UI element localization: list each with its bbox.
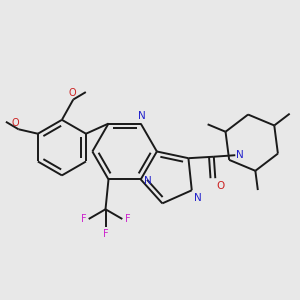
Text: O: O: [68, 88, 76, 98]
Text: F: F: [125, 214, 130, 224]
Text: O: O: [217, 181, 225, 190]
Text: F: F: [81, 214, 86, 224]
Text: N: N: [236, 150, 244, 160]
Text: N: N: [144, 176, 152, 186]
Text: F: F: [103, 229, 108, 239]
Text: N: N: [138, 111, 146, 121]
Text: N: N: [194, 193, 202, 203]
Text: O: O: [11, 118, 19, 128]
